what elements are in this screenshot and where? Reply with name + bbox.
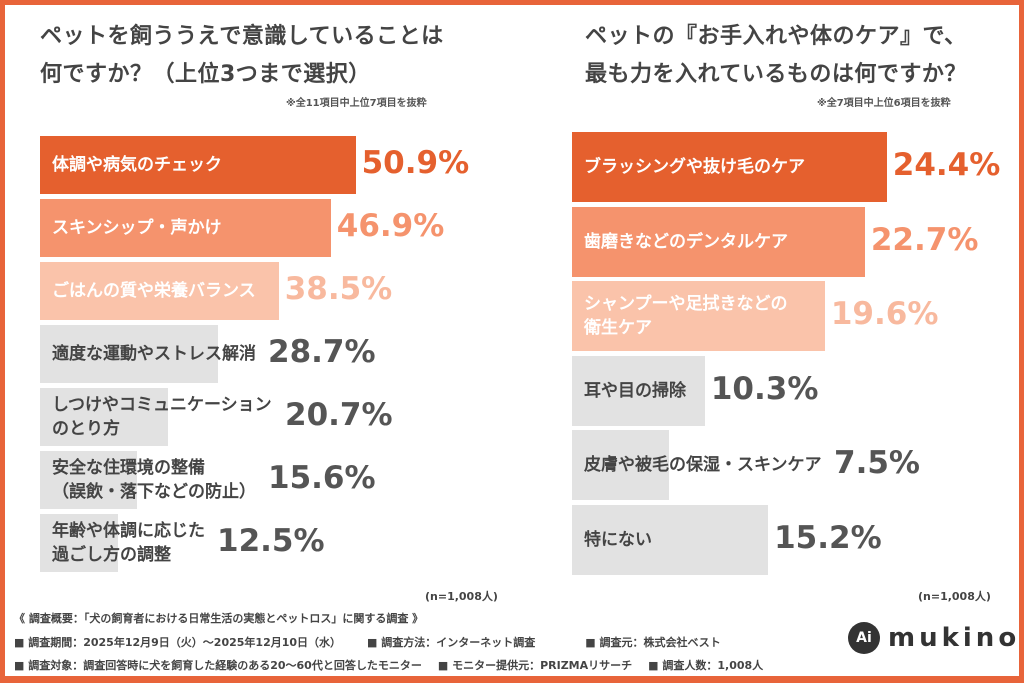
bar: [40, 325, 218, 383]
bar-label: 適度な運動やストレス解消: [52, 344, 256, 364]
bar-label: 耳や目の掃除: [584, 380, 686, 401]
survey-line-1: ■ 調査期間：2025年12月9日（火）～2025年12月10日（水） ■ 調査方…: [14, 636, 721, 649]
bar: [40, 136, 356, 194]
bar-label: 体調や病気のチェック: [52, 155, 222, 175]
value-label: 15.2%: [774, 519, 882, 556]
bar-label: ブラッシングや抜け毛のケア: [584, 157, 805, 177]
bar: [40, 514, 118, 572]
bar-label: 年齢や体調に応じた 過ごし方の調整: [52, 521, 205, 565]
right-chart-note: ※全7項目中上位6項目を抜粋: [817, 98, 951, 109]
logo-mark-icon: Ai: [848, 622, 880, 654]
value-label: 15.6%: [268, 460, 376, 496]
value-label: 12.5%: [217, 523, 325, 559]
bar: [40, 262, 279, 320]
bar-label: 安全な住環境の整備 （誤飲・落下などの防止）: [52, 458, 256, 502]
left-chart-title: ペットを飼ううえで意識していることは 何ですか？（上位3つまで選択）: [40, 24, 444, 87]
bar-label: しつけやコミュニケーション のとり方: [52, 395, 272, 439]
bar-label: 歯磨きなどのデンタルケア: [584, 231, 788, 252]
value-label: 20.7%: [285, 397, 393, 433]
bar: [572, 430, 669, 500]
bar-label: 特にない: [584, 529, 652, 550]
value-label: 46.9%: [336, 208, 445, 244]
bar: [572, 504, 769, 575]
value-label: 10.3%: [710, 370, 819, 407]
bar-label: スキンシップ・声かけ: [52, 218, 222, 238]
bar-label: 皮膚や被毛の保湿・スキンケア: [584, 455, 822, 475]
bar-label: ごはんの質や栄養バランス: [52, 281, 256, 301]
bar: [40, 451, 137, 509]
mukino-logo: Ai mukino: [848, 622, 1020, 654]
bar: [572, 355, 705, 426]
bar: [40, 199, 331, 257]
value-label: 50.9%: [361, 145, 470, 181]
survey-line-2: ■ 調査対象：調査回答時に犬を飼育した経験のある20～60代と回答したモニター ■…: [14, 659, 764, 672]
left-chart-note: ※全11項目中上位7項目を抜粋: [286, 98, 427, 109]
survey-heading: 《 調査概要：「犬の飼育者における日常生活の実態とペットロス」に関する調査 》: [14, 612, 424, 625]
value-label: 24.4%: [892, 147, 1001, 183]
value-label: 28.7%: [268, 334, 376, 370]
value-label: 19.6%: [830, 296, 939, 332]
left-sample-size: (n=1,008人): [425, 590, 498, 603]
bar: [572, 132, 887, 202]
bar-label: シャンプーや足拭きなどの 衛生ケア: [584, 294, 788, 338]
value-label: 22.7%: [870, 221, 979, 258]
right-sample-size: (n=1,008人): [918, 590, 991, 603]
value-label: 38.5%: [284, 271, 393, 307]
value-label: 7.5%: [834, 445, 920, 481]
bar: [572, 281, 825, 351]
right-chart-title: ペットの『お手入れや体のケア』で、 最も力を入れているものは何ですか？: [585, 24, 967, 87]
bar: [572, 206, 865, 277]
bar: [40, 388, 169, 446]
